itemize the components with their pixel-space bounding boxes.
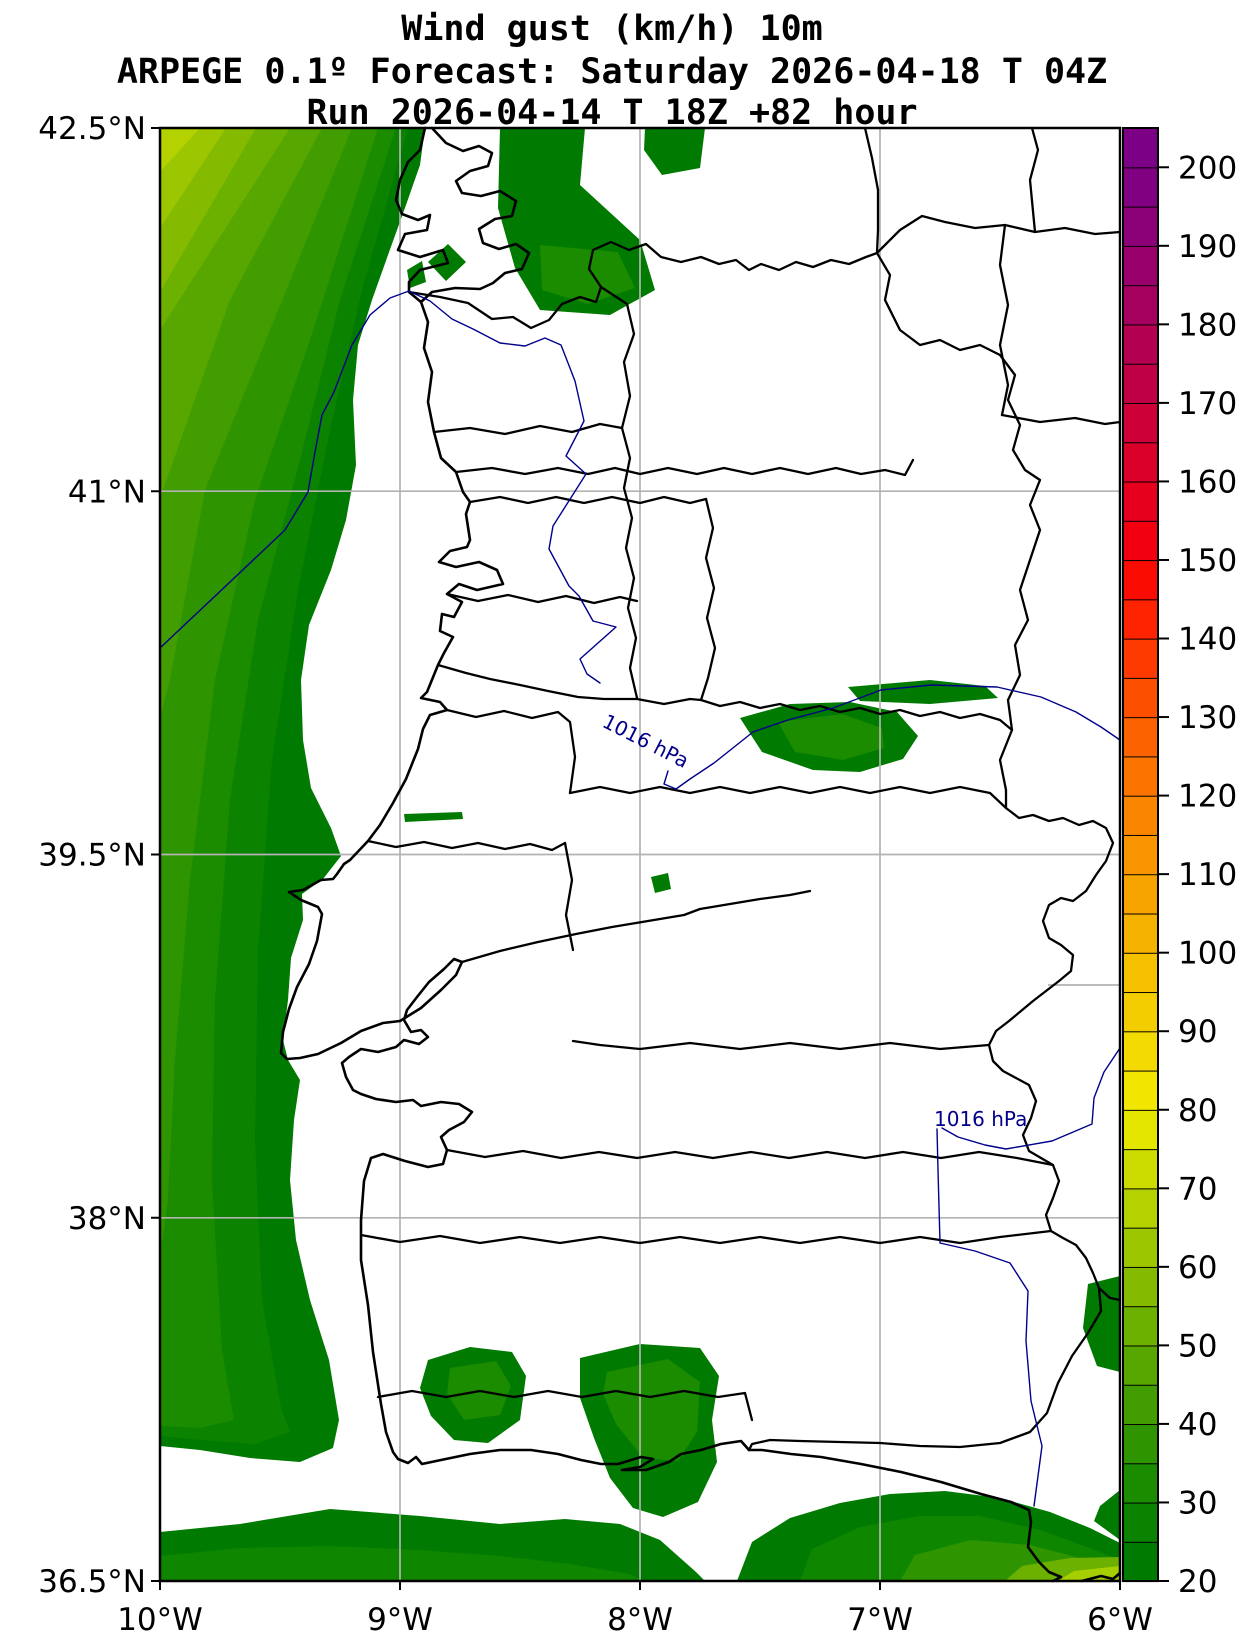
colorbar-segment bbox=[1122, 795, 1159, 836]
colorbar-segment bbox=[1122, 559, 1159, 601]
colorbar-tick-label: 50 bbox=[1178, 1328, 1217, 1364]
lon-tick-label: 9°W bbox=[367, 1602, 433, 1638]
colorbar-segment bbox=[1122, 1148, 1159, 1190]
lat-tick-label: 38°N bbox=[68, 1201, 146, 1237]
colorbar-segment bbox=[1122, 952, 1159, 994]
colorbar-tick-label: 100 bbox=[1178, 936, 1237, 972]
latitude-axis: 42.5°N 41°N 39.5°N 38°N 36.5°N bbox=[38, 111, 160, 1600]
colorbar-tick-label: 40 bbox=[1178, 1407, 1217, 1443]
plot-subtitle-forecast: ARPEGE 0.1º Forecast: Saturday 2026-04-1… bbox=[117, 52, 1107, 92]
colorbar-segment bbox=[1122, 834, 1159, 876]
colorbar-tick-label: 200 bbox=[1178, 150, 1237, 186]
colorbar-tick-label: 90 bbox=[1178, 1014, 1217, 1050]
colorbar-segment bbox=[1122, 284, 1159, 326]
colorbar-tick-label: 170 bbox=[1178, 386, 1237, 422]
colorbar-segment bbox=[1122, 1227, 1159, 1268]
colorbar-tick-label: 60 bbox=[1178, 1250, 1217, 1286]
colorbar-segment bbox=[1122, 755, 1159, 797]
colorbar-segment bbox=[1122, 206, 1159, 247]
colorbar-segment bbox=[1122, 1109, 1159, 1151]
map-frame bbox=[158, 126, 1122, 1583]
colorbar-tick-label: 190 bbox=[1178, 229, 1237, 265]
colorbar-segment bbox=[1122, 1069, 1159, 1111]
longitude-axis: 10°W 9°W 8°W 7°W 6°W bbox=[117, 1581, 1153, 1638]
graticule-gridlines bbox=[160, 128, 1120, 1581]
colorbar-segment bbox=[1122, 912, 1159, 954]
lat-tick-label: 42.5°N bbox=[38, 111, 146, 147]
colorbar-segment bbox=[1122, 402, 1159, 444]
plot-subtitle-run: Run 2026-04-14 T 18Z +82 hour bbox=[306, 93, 917, 133]
colorbar-segment bbox=[1122, 323, 1159, 365]
colorbar-segment bbox=[1122, 166, 1159, 208]
colorbar-tick-label: 110 bbox=[1178, 857, 1237, 893]
colorbar-tick-label: 160 bbox=[1178, 464, 1237, 500]
lon-tick-label: 10°W bbox=[117, 1602, 203, 1638]
colorbar-segment bbox=[1122, 1462, 1159, 1504]
colorbar-segment bbox=[1122, 1266, 1159, 1308]
portugal-spain-border bbox=[407, 240, 1115, 1452]
colorbar-segment bbox=[1122, 1501, 1159, 1543]
colorbar-segment bbox=[1122, 873, 1159, 915]
galicia-coastline bbox=[419, 126, 531, 304]
spain-corner-coastline bbox=[1080, 1571, 1122, 1583]
colorbar-tick-label: 120 bbox=[1178, 779, 1237, 815]
colorbar-segment bbox=[1122, 677, 1159, 719]
wind-gust-filled-contours bbox=[160, 128, 1120, 1581]
colorbar-segment bbox=[1122, 716, 1159, 758]
lon-tick-label: 6°W bbox=[1087, 1602, 1153, 1638]
colorbar-segment bbox=[1122, 1187, 1159, 1229]
colorbar-tick-label: 150 bbox=[1178, 543, 1237, 579]
colorbar-segment bbox=[1122, 1344, 1159, 1386]
district-boundaries bbox=[359, 126, 1122, 1422]
colorbar-segment bbox=[1122, 245, 1159, 287]
colorbar-segment bbox=[1122, 1541, 1159, 1583]
colorbar-segment bbox=[1122, 480, 1159, 522]
colorbar-segment bbox=[1122, 363, 1159, 404]
coastline-and-boundaries bbox=[279, 126, 1122, 1583]
colorbar-segment bbox=[1122, 598, 1159, 640]
spain-south-coastline bbox=[747, 1448, 1063, 1583]
colorbar-segment bbox=[1122, 1384, 1159, 1426]
lon-tick-label: 8°W bbox=[607, 1602, 673, 1638]
plot-title: Wind gust (km/h) 10m bbox=[401, 9, 822, 49]
colorbar-segment bbox=[1122, 441, 1159, 483]
portugal-coastline bbox=[279, 126, 751, 1472]
colorbar-tick-label: 30 bbox=[1178, 1485, 1217, 1521]
titles: Wind gust (km/h) 10m ARPEGE 0.1º Forecas… bbox=[117, 9, 1107, 133]
colorbar: 20 30 40 50 60 70 80 90 100 110 120 130 140 150 160 170… bbox=[1122, 127, 1237, 1600]
colorbar-tick-label: 20 bbox=[1178, 1564, 1217, 1600]
colorbar-tick-label: 70 bbox=[1178, 1171, 1217, 1207]
lat-tick-label: 39.5°N bbox=[38, 838, 146, 874]
colorbar-segment bbox=[1122, 127, 1159, 169]
colorbar-tick-label: 180 bbox=[1178, 307, 1237, 343]
colorbar-segment bbox=[1122, 1030, 1159, 1072]
isobar-label-1016-center: 1016 hPa bbox=[599, 709, 693, 773]
lat-tick-label: 36.5°N bbox=[38, 1564, 146, 1600]
colorbar-segment bbox=[1122, 638, 1159, 679]
colorbar-segment bbox=[1122, 991, 1159, 1033]
colorbar-segment bbox=[1122, 1305, 1159, 1347]
isobar-label-1016-southeast: 1016 hPa bbox=[934, 1107, 1027, 1131]
colorbar-outline bbox=[1122, 127, 1159, 1582]
colorbar-segment bbox=[1122, 520, 1159, 562]
colorbar-segment bbox=[1122, 1423, 1159, 1465]
colorbar-tick-label: 130 bbox=[1178, 700, 1237, 736]
lon-tick-label: 7°W bbox=[847, 1602, 913, 1638]
colorbar-tick-label: 140 bbox=[1178, 622, 1237, 658]
colorbar-tick-label: 80 bbox=[1178, 1093, 1217, 1129]
lat-tick-label: 41°N bbox=[68, 474, 146, 510]
